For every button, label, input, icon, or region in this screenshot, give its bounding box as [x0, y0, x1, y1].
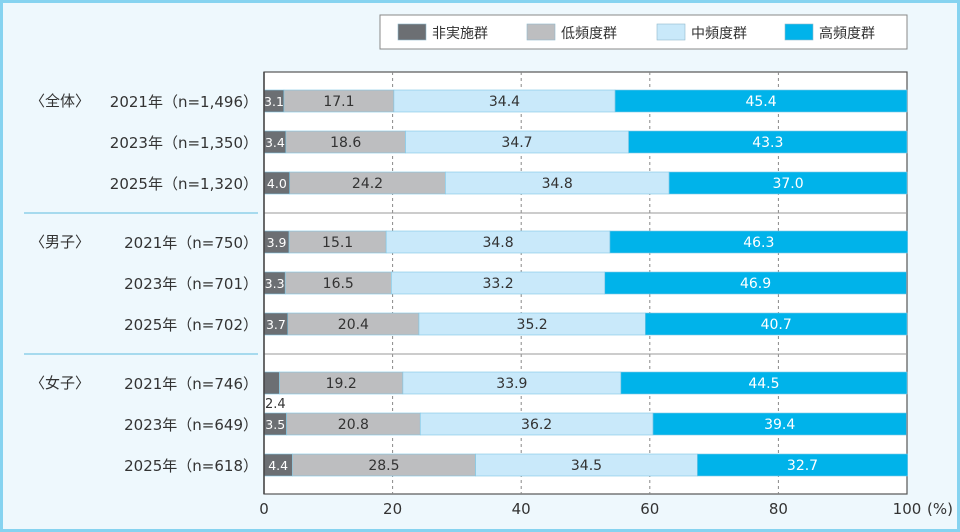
data-label: 33.9 — [496, 376, 527, 392]
data-label: 39.4 — [764, 417, 795, 433]
data-label: 4.4 — [268, 458, 288, 473]
data-label: 46.3 — [743, 235, 774, 251]
data-label: 3.5 — [265, 417, 285, 432]
data-label: 15.1 — [322, 235, 353, 251]
data-label: 34.5 — [571, 458, 602, 474]
x-tick-label: 100 — [893, 500, 922, 518]
row-label: 2025年（n=618） — [124, 457, 258, 475]
data-label: 33.2 — [482, 276, 513, 292]
data-label: 34.7 — [501, 135, 532, 151]
bar-segment-4 — [614, 89, 908, 113]
data-label: 32.7 — [787, 458, 818, 474]
bar-segment-4 — [652, 412, 907, 436]
row-label: 2023年（n=649） — [124, 416, 258, 434]
data-label: 36.2 — [521, 417, 552, 433]
data-label: 3.3 — [265, 276, 285, 291]
row-label: 2025年（n=1,320） — [110, 175, 258, 193]
data-label: 34.8 — [542, 176, 573, 192]
data-label: 34.4 — [489, 94, 520, 110]
data-label: 16.5 — [323, 276, 354, 292]
data-label: 37.0 — [772, 176, 803, 192]
legend-swatch-1 — [397, 23, 427, 41]
bar-segment-4 — [604, 271, 907, 295]
row-label: 2021年（n=746） — [124, 375, 258, 393]
data-label: 24.2 — [352, 176, 383, 192]
x-tick-label: 60 — [640, 500, 659, 518]
row-label: 2021年（n=750） — [124, 234, 258, 252]
data-label: 2.4 — [265, 397, 286, 412]
data-label: 34.8 — [482, 235, 513, 251]
x-tick-label: 80 — [769, 500, 788, 518]
data-label: 4.0 — [267, 176, 287, 191]
bar-segment-4 — [668, 171, 908, 195]
legend-swatch-2 — [526, 23, 556, 41]
legend-label: 中頻度群 — [691, 26, 747, 42]
x-tick-label: 20 — [383, 500, 402, 518]
row-label: 2025年（n=702） — [124, 316, 258, 334]
bar-segment-4 — [697, 453, 908, 477]
legend-label: 高頻度群 — [819, 25, 875, 42]
data-label: 17.1 — [323, 94, 354, 110]
data-label: 46.9 — [740, 276, 771, 292]
legend-box — [379, 14, 908, 50]
bar-segment-4 — [609, 230, 908, 254]
bar-segment-4 — [644, 312, 908, 336]
x-unit-label: (%) — [927, 500, 953, 518]
data-label: 20.4 — [338, 317, 369, 333]
legend-label: 低頻度群 — [561, 26, 617, 42]
row-label: 2023年（n=1,350） — [110, 134, 258, 152]
group-label: 〈女子〉 — [30, 374, 90, 392]
legend-label: 非実施群 — [432, 26, 488, 42]
group-label: 〈男子〉 — [30, 233, 90, 251]
data-label: 18.6 — [330, 135, 361, 151]
row-label: 2023年（n=701） — [124, 275, 258, 293]
data-label: 43.3 — [752, 135, 783, 151]
group-label: 〈全体〉 — [30, 92, 90, 110]
x-tick-label: 0 — [259, 500, 269, 518]
bar-segment-1 — [263, 371, 280, 395]
data-label: 3.7 — [266, 317, 286, 332]
data-label: 40.7 — [761, 317, 792, 333]
data-label: 19.2 — [326, 376, 357, 392]
data-label: 3.9 — [267, 235, 287, 250]
data-label: 3.4 — [265, 135, 285, 150]
legend-swatch-3 — [656, 23, 686, 41]
x-tick-label: 40 — [512, 500, 531, 518]
bar-segment-4 — [628, 130, 908, 154]
row-label: 2021年（n=1,496） — [110, 93, 258, 111]
data-label: 35.2 — [517, 317, 548, 333]
data-label: 45.4 — [745, 94, 776, 110]
bar-segment-4 — [620, 371, 908, 395]
data-label: 44.5 — [748, 376, 779, 392]
data-label: 28.5 — [368, 458, 399, 474]
data-label: 3.1 — [264, 94, 284, 109]
data-label: 20.8 — [338, 417, 369, 433]
legend-swatch-4 — [784, 23, 814, 41]
